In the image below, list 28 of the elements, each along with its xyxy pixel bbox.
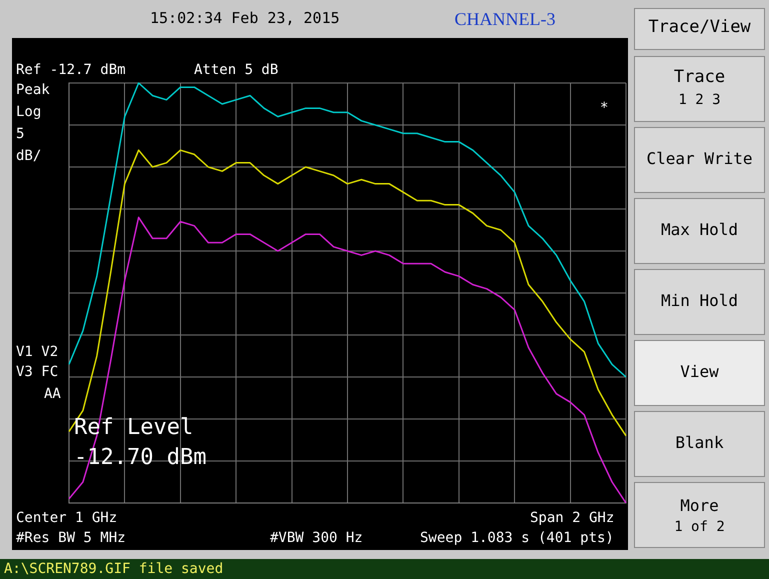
text: dB/ xyxy=(16,148,42,164)
text: Trace/View xyxy=(647,17,752,37)
text: Atten 5 dB xyxy=(194,62,278,78)
text: 5 xyxy=(16,126,24,142)
text: Clear Write xyxy=(646,149,754,168)
annotation: * xyxy=(600,100,608,116)
text: Sweep 1.083 s (401 pts) xyxy=(420,530,614,546)
text: #Res BW 5 MHz xyxy=(16,530,126,546)
text: Ref -12.7 dBm xyxy=(16,62,126,78)
text: 15:02:34 Feb 23, 2015 xyxy=(150,9,340,27)
chart-title: CHANNEL-3 xyxy=(454,9,556,30)
text: More xyxy=(679,496,720,515)
text: 1 2 3 xyxy=(677,92,722,108)
text: View xyxy=(679,362,720,381)
text: Log xyxy=(16,104,42,120)
text: AA xyxy=(44,386,61,402)
text: V1 V2 xyxy=(16,344,58,360)
text: Peak xyxy=(16,82,50,98)
text: #VBW 300 Hz xyxy=(270,530,363,546)
text: Trace xyxy=(672,67,726,87)
text: Center 1 GHz xyxy=(16,510,118,526)
text: Blank xyxy=(674,433,725,452)
text: Span 2 GHz xyxy=(530,510,614,526)
text: V3 FC xyxy=(16,364,58,380)
text: 1 of 2 xyxy=(673,519,726,535)
text: A:\SCREN789.GIF file saved xyxy=(4,561,224,577)
text: Min Hold xyxy=(660,291,740,310)
text: Max Hold xyxy=(660,220,740,239)
